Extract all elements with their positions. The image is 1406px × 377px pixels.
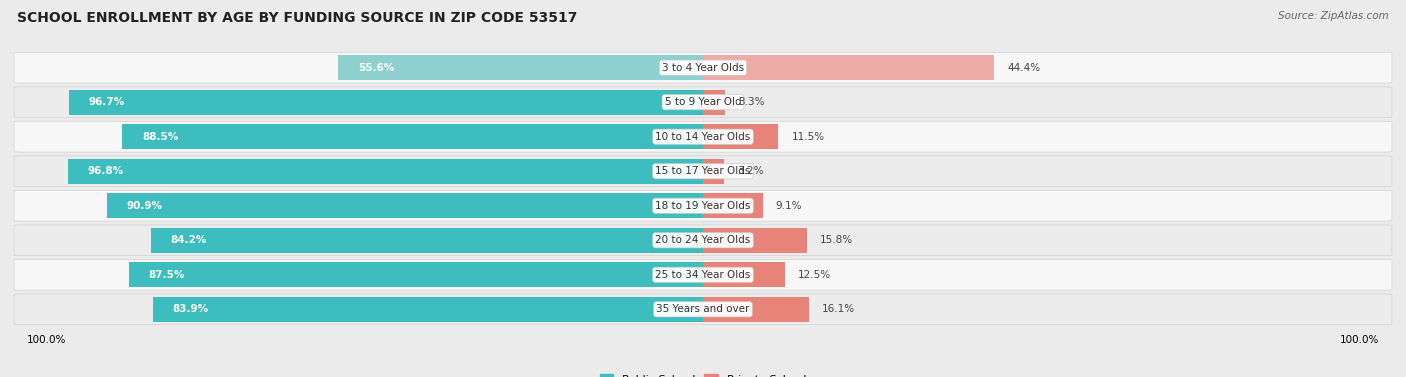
FancyBboxPatch shape bbox=[14, 156, 1392, 187]
Text: 10 to 14 Year Olds: 10 to 14 Year Olds bbox=[655, 132, 751, 142]
Bar bbox=[152, 297, 703, 322]
Text: 5 to 9 Year Old: 5 to 9 Year Old bbox=[665, 97, 741, 107]
Text: 9.1%: 9.1% bbox=[776, 201, 803, 211]
Text: 11.5%: 11.5% bbox=[792, 132, 825, 142]
Bar bbox=[67, 159, 703, 184]
Bar bbox=[129, 262, 703, 287]
Text: 3.2%: 3.2% bbox=[737, 166, 763, 176]
Text: 3 to 4 Year Olds: 3 to 4 Year Olds bbox=[662, 63, 744, 73]
FancyBboxPatch shape bbox=[14, 87, 1392, 118]
Text: SCHOOL ENROLLMENT BY AGE BY FUNDING SOURCE IN ZIP CODE 53517: SCHOOL ENROLLMENT BY AGE BY FUNDING SOUR… bbox=[17, 11, 578, 25]
Bar bbox=[107, 193, 703, 218]
Bar bbox=[703, 297, 808, 322]
FancyBboxPatch shape bbox=[14, 259, 1392, 290]
Text: 90.9%: 90.9% bbox=[127, 201, 162, 211]
Text: 18 to 19 Year Olds: 18 to 19 Year Olds bbox=[655, 201, 751, 211]
Text: 87.5%: 87.5% bbox=[149, 270, 186, 280]
Text: 44.4%: 44.4% bbox=[1008, 63, 1040, 73]
Text: 88.5%: 88.5% bbox=[142, 132, 179, 142]
Text: 84.2%: 84.2% bbox=[170, 235, 207, 245]
Text: 16.1%: 16.1% bbox=[821, 304, 855, 314]
Bar bbox=[69, 90, 703, 115]
Text: 55.6%: 55.6% bbox=[359, 63, 394, 73]
Text: 15.8%: 15.8% bbox=[820, 235, 853, 245]
Text: 96.7%: 96.7% bbox=[89, 97, 125, 107]
FancyBboxPatch shape bbox=[14, 121, 1392, 152]
Text: 15 to 17 Year Olds: 15 to 17 Year Olds bbox=[655, 166, 751, 176]
Text: 35 Years and over: 35 Years and over bbox=[657, 304, 749, 314]
Bar bbox=[703, 124, 779, 149]
Text: 83.9%: 83.9% bbox=[172, 304, 208, 314]
Text: Source: ZipAtlas.com: Source: ZipAtlas.com bbox=[1278, 11, 1389, 21]
Bar bbox=[703, 55, 994, 80]
Text: 20 to 24 Year Olds: 20 to 24 Year Olds bbox=[655, 235, 751, 245]
FancyBboxPatch shape bbox=[14, 52, 1392, 83]
Text: 96.8%: 96.8% bbox=[87, 166, 124, 176]
Text: 3.3%: 3.3% bbox=[738, 97, 765, 107]
FancyBboxPatch shape bbox=[14, 294, 1392, 325]
Text: 25 to 34 Year Olds: 25 to 34 Year Olds bbox=[655, 270, 751, 280]
Bar bbox=[339, 55, 703, 80]
FancyBboxPatch shape bbox=[14, 225, 1392, 256]
Text: 12.5%: 12.5% bbox=[799, 270, 831, 280]
Bar bbox=[703, 90, 724, 115]
Bar bbox=[703, 193, 762, 218]
Legend: Public School, Private School: Public School, Private School bbox=[595, 370, 811, 377]
FancyBboxPatch shape bbox=[14, 190, 1392, 221]
Bar bbox=[703, 262, 785, 287]
Bar bbox=[703, 228, 807, 253]
Bar bbox=[150, 228, 703, 253]
Bar bbox=[703, 159, 724, 184]
Bar bbox=[122, 124, 703, 149]
